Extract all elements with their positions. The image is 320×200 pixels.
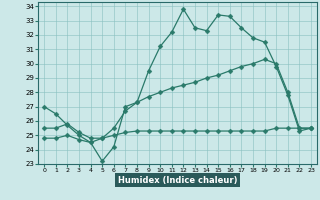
X-axis label: Humidex (Indice chaleur): Humidex (Indice chaleur) [118, 176, 237, 185]
